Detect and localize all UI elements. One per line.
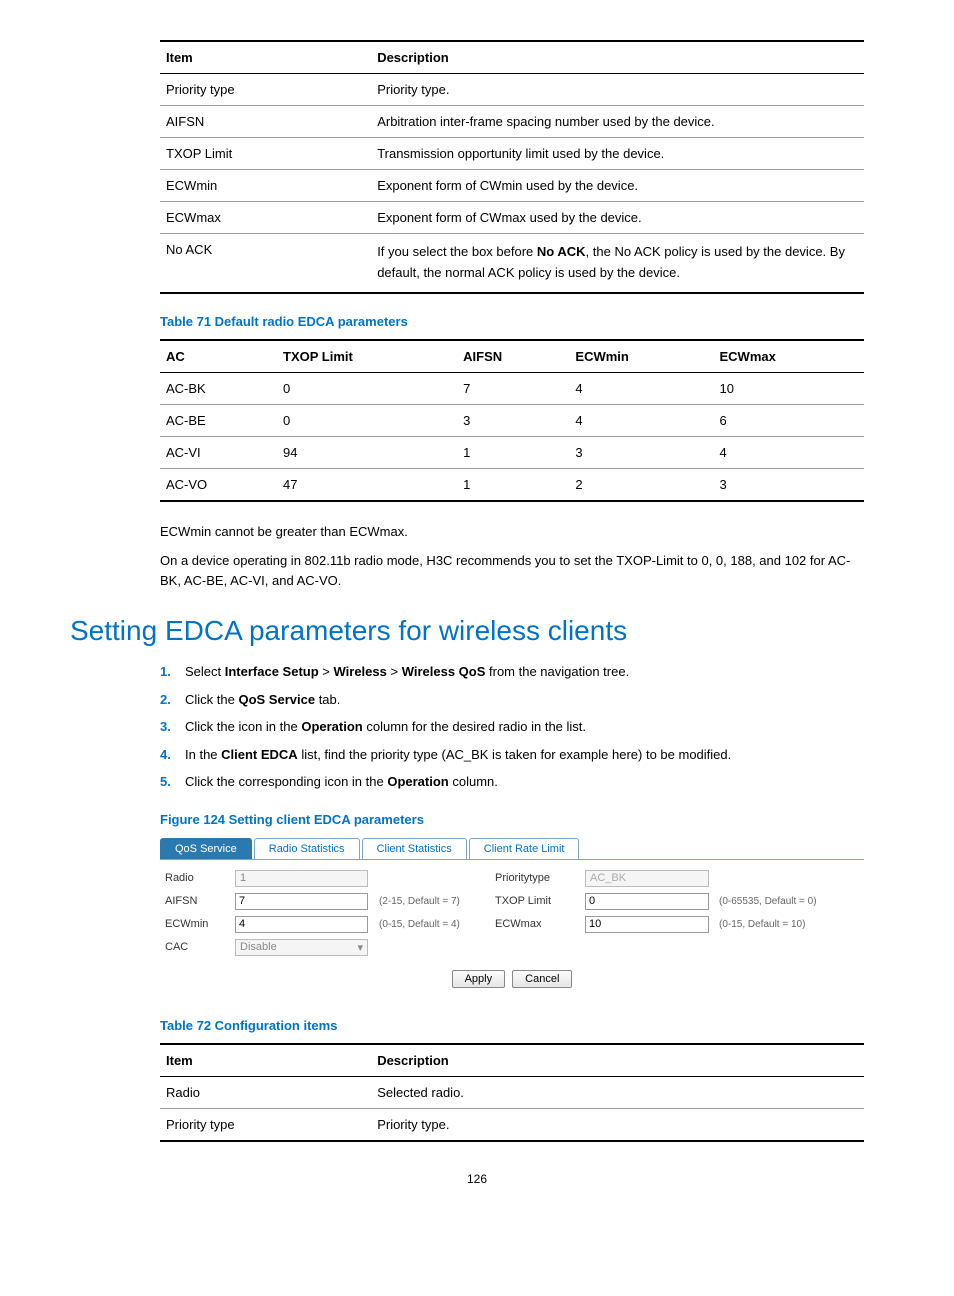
table71-caption: Table 71 Default radio EDCA parameters: [160, 314, 864, 329]
cac-select[interactable]: Disable ▾: [235, 939, 368, 956]
table-row: AC-VO47123: [160, 468, 864, 501]
hint-ecwmax: (0-15, Default = 10): [715, 919, 865, 930]
list-item: 5. Click the corresponding icon in the O…: [185, 772, 864, 792]
table-row: No ACK If you select the box before No A…: [160, 234, 864, 293]
label-aifsn: AIFSN: [165, 895, 235, 907]
form-grid: Radio 1 Prioritytype AC_BK AIFSN (2-15, …: [160, 860, 864, 964]
label-ecwmin: ECWmin: [165, 918, 235, 930]
tab-client-statistics[interactable]: Client Statistics: [362, 838, 467, 859]
page-number: 126: [70, 1172, 884, 1186]
table-row: TXOP LimitTransmission opportunity limit…: [160, 138, 864, 170]
hint-aifsn: (2-15, Default = 7): [375, 896, 495, 907]
apply-button[interactable]: Apply: [452, 970, 506, 988]
para-ecwmin: ECWmin cannot be greater than ECWmax.: [160, 522, 864, 542]
hint-txop: (0-65535, Default = 0): [715, 896, 865, 907]
table-row: AIFSNArbitration inter-frame spacing num…: [160, 106, 864, 138]
table72-caption: Table 72 Configuration items: [160, 1018, 864, 1033]
ecwmax-input[interactable]: [585, 916, 709, 933]
tab-qos-service[interactable]: QoS Service: [160, 838, 252, 859]
table-row: AC-BE0346: [160, 404, 864, 436]
tabs-row: QoS Service Radio Statistics Client Stat…: [160, 837, 864, 860]
label-prioritytype: Prioritytype: [495, 872, 585, 884]
radio-field: 1: [235, 870, 368, 887]
col-description: Description: [371, 41, 864, 74]
table-row: Priority typePriority type.: [160, 74, 864, 106]
hint-ecwmin: (0-15, Default = 4): [375, 919, 495, 930]
label-cac: CAC: [165, 941, 235, 953]
button-row: Apply Cancel: [160, 964, 864, 998]
chevron-down-icon: ▾: [357, 941, 363, 954]
section-heading: Setting EDCA parameters for wireless cli…: [70, 615, 884, 647]
aifsn-input[interactable]: [235, 893, 368, 910]
list-item: 3. Click the icon in the Operation colum…: [185, 717, 864, 737]
label-radio: Radio: [165, 872, 235, 884]
list-item: 4. In the Client EDCA list, find the pri…: [185, 745, 864, 765]
figure124-caption: Figure 124 Setting client EDCA parameter…: [160, 812, 864, 827]
txop-input[interactable]: [585, 893, 709, 910]
tab-radio-statistics[interactable]: Radio Statistics: [254, 838, 360, 859]
cancel-button[interactable]: Cancel: [512, 970, 572, 988]
label-ecwmax: ECWmax: [495, 918, 585, 930]
table-row: ECWminExponent form of CWmin used by the…: [160, 170, 864, 202]
para-80211b: On a device operating in 802.11b radio m…: [160, 551, 864, 590]
figure124-ui: QoS Service Radio Statistics Client Stat…: [160, 837, 864, 998]
table-row: RadioSelected radio.: [160, 1076, 864, 1108]
table-row: Priority typePriority type.: [160, 1108, 864, 1141]
table-row: AC-VI94134: [160, 436, 864, 468]
steps-list: 1. Select Interface Setup > Wireless > W…: [160, 662, 864, 792]
table-row: ECWmaxExponent form of CWmax used by the…: [160, 202, 864, 234]
table72: Item Description RadioSelected radio. Pr…: [160, 1043, 864, 1142]
tab-client-rate-limit[interactable]: Client Rate Limit: [469, 838, 580, 859]
ecwmin-input[interactable]: [235, 916, 368, 933]
prioritytype-field: AC_BK: [585, 870, 709, 887]
item-description-table: Item Description Priority typePriority t…: [160, 40, 864, 294]
list-item: 2. Click the QoS Service tab.: [185, 690, 864, 710]
label-txop: TXOP Limit: [495, 895, 585, 907]
list-item: 1. Select Interface Setup > Wireless > W…: [185, 662, 864, 682]
table71: AC TXOP Limit AIFSN ECWmin ECWmax AC-BK0…: [160, 339, 864, 502]
col-item: Item: [160, 41, 371, 74]
table-row: AC-BK07410: [160, 372, 864, 404]
